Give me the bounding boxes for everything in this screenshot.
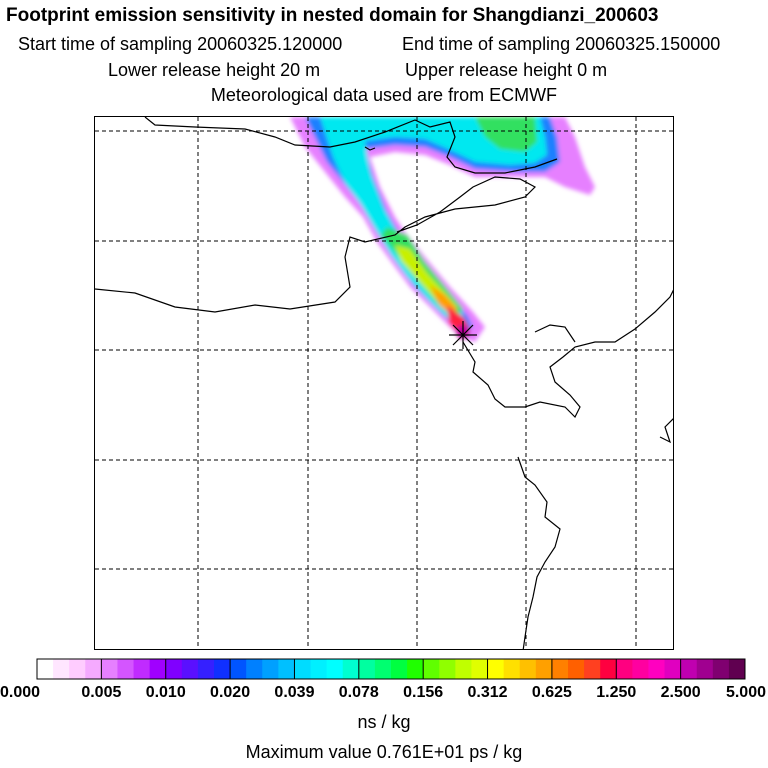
colorbar-swatch (246, 659, 263, 679)
colorbar-swatch (439, 659, 456, 679)
colorbar-swatch (680, 659, 698, 679)
colorbar-tick-label: 2.500 (660, 684, 701, 701)
colorbar-swatch (728, 659, 746, 679)
colorbar-swatch (391, 659, 408, 679)
colorbar-swatch (664, 659, 682, 679)
start-time-label: Start time of sampling 20060325.120000 (18, 34, 343, 54)
colorbar-swatch (358, 659, 376, 679)
colorbar-swatch (584, 659, 601, 679)
colorbar-swatch (535, 659, 553, 679)
colorbar-swatch (326, 659, 344, 679)
colorbar-swatch (600, 659, 617, 679)
colorbar-swatch (342, 659, 360, 679)
colorbar (36, 658, 746, 680)
receptor-star-icon (449, 321, 477, 349)
colorbar-swatch (696, 659, 714, 679)
end-time-label: End time of sampling 20060325.150000 (402, 34, 721, 54)
colorbar-tick-label: 0.005 (81, 684, 122, 701)
colorbar-tick-label: 0.312 (467, 684, 508, 701)
lower-release-label: Lower release height 20 m (108, 60, 321, 80)
colorbar-swatch (149, 659, 167, 679)
units-label: ns / kg (357, 712, 411, 732)
colorbar-swatch (487, 659, 505, 679)
colorbar-swatch (616, 659, 633, 679)
max-value-label: Maximum value 0.761E+01 ps / kg (245, 742, 523, 762)
colorbar-swatch (712, 659, 730, 679)
met-data-label: Meteorological data used are from ECMWF (210, 85, 558, 105)
colorbar-swatch (197, 659, 215, 679)
colorbar-tick-label: 0.039 (274, 684, 315, 701)
colorbar-tick-label: 0.156 (403, 684, 444, 701)
colorbar-swatch (551, 659, 569, 679)
colorbar-swatch (519, 659, 537, 679)
colorbar-tick-label: 5.000 (725, 684, 766, 701)
colorbar-swatch (117, 659, 135, 679)
colorbar-swatch (53, 659, 70, 679)
colorbar-swatch (632, 659, 649, 679)
coastlines (95, 117, 673, 649)
map-canvas (95, 117, 673, 649)
page-title: Footprint emission sensitivity in nested… (6, 5, 659, 26)
colorbar-swatch (181, 659, 199, 679)
colorbar-tick-label: 0.625 (531, 684, 572, 701)
colorbar-swatch (69, 659, 86, 679)
colorbar-tick-label: 0.010 (145, 684, 186, 701)
colorbar-swatch (278, 659, 295, 679)
colorbar-swatch (568, 659, 585, 679)
colorbar-tick-label: 0.078 (338, 684, 379, 701)
colorbar-swatch (262, 659, 279, 679)
colorbar-swatch (423, 659, 440, 679)
upper-release-label: Upper release height 0 m (405, 60, 608, 80)
colorbar-swatch (230, 659, 247, 679)
lat-lon-grid (95, 117, 673, 649)
colorbar-swatch (214, 659, 231, 679)
colorbar-swatch (407, 659, 424, 679)
colorbar-tick-label: 0.000 (0, 684, 41, 701)
colorbar-swatch (133, 659, 151, 679)
colorbar-swatch (101, 659, 118, 679)
colorbar-tick-label: 1.250 (596, 684, 637, 701)
colorbar-swatch (37, 659, 54, 679)
colorbar-swatch (310, 659, 328, 679)
plume-field (290, 117, 595, 342)
colorbar-swatch (374, 659, 392, 679)
colorbar-swatch (165, 659, 183, 679)
colorbar-swatch (85, 659, 102, 679)
colorbar-tick-label: 0.020 (210, 684, 251, 701)
colorbar-swatch (648, 659, 666, 679)
colorbar-swatch (294, 659, 312, 679)
colorbar-swatch (455, 659, 472, 679)
colorbar-swatch (503, 659, 521, 679)
footprint-map (94, 116, 674, 650)
colorbar-swatch (471, 659, 489, 679)
